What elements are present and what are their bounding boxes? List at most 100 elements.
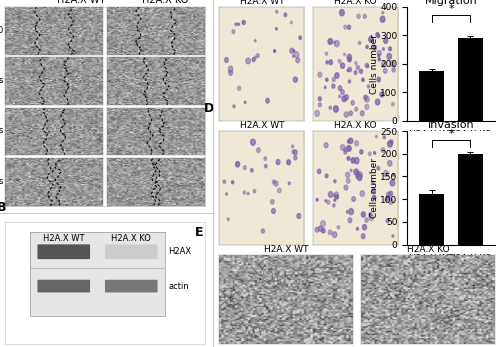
- Circle shape: [247, 192, 249, 195]
- Circle shape: [340, 63, 344, 68]
- Circle shape: [293, 50, 294, 52]
- Circle shape: [362, 234, 365, 239]
- Circle shape: [346, 146, 351, 151]
- Circle shape: [272, 209, 276, 213]
- FancyBboxPatch shape: [38, 280, 90, 293]
- Circle shape: [378, 58, 380, 61]
- Circle shape: [332, 84, 335, 88]
- Circle shape: [346, 211, 348, 213]
- Bar: [420, 194, 444, 245]
- Bar: [458, 154, 482, 245]
- Circle shape: [377, 166, 380, 170]
- Circle shape: [338, 95, 340, 98]
- Bar: [458, 38, 482, 120]
- Circle shape: [346, 178, 350, 183]
- Circle shape: [362, 225, 366, 230]
- Circle shape: [294, 77, 298, 82]
- Circle shape: [360, 111, 364, 116]
- Circle shape: [228, 66, 233, 72]
- Circle shape: [326, 52, 328, 55]
- Circle shape: [316, 198, 318, 201]
- Circle shape: [364, 95, 367, 100]
- Circle shape: [382, 11, 384, 14]
- Circle shape: [365, 218, 368, 222]
- Circle shape: [360, 69, 362, 73]
- Circle shape: [264, 164, 267, 168]
- Circle shape: [243, 191, 246, 194]
- Circle shape: [256, 53, 260, 58]
- Circle shape: [351, 158, 355, 163]
- Circle shape: [340, 90, 344, 94]
- Text: *: *: [448, 4, 454, 14]
- Circle shape: [274, 181, 278, 186]
- Circle shape: [350, 169, 352, 172]
- Circle shape: [382, 48, 384, 50]
- Circle shape: [290, 48, 294, 53]
- Text: 24 hrs: 24 hrs: [0, 126, 3, 135]
- Text: E: E: [195, 226, 203, 239]
- Circle shape: [346, 172, 350, 178]
- Circle shape: [388, 47, 392, 51]
- Circle shape: [351, 101, 354, 105]
- Circle shape: [327, 200, 330, 204]
- Circle shape: [348, 80, 350, 83]
- Circle shape: [338, 59, 341, 63]
- FancyBboxPatch shape: [38, 244, 90, 259]
- Circle shape: [365, 104, 369, 109]
- Circle shape: [328, 192, 333, 197]
- Circle shape: [354, 141, 358, 146]
- Circle shape: [369, 213, 372, 217]
- Circle shape: [278, 188, 281, 193]
- Circle shape: [348, 218, 352, 223]
- Circle shape: [299, 36, 302, 40]
- Circle shape: [332, 204, 335, 207]
- Circle shape: [315, 227, 319, 232]
- Circle shape: [384, 68, 387, 73]
- Circle shape: [356, 171, 359, 176]
- Circle shape: [332, 232, 337, 238]
- Text: B: B: [0, 201, 6, 214]
- Circle shape: [352, 197, 356, 202]
- Circle shape: [357, 14, 360, 19]
- Circle shape: [348, 140, 350, 143]
- Circle shape: [344, 185, 348, 190]
- Circle shape: [284, 13, 286, 17]
- Circle shape: [322, 228, 325, 233]
- Circle shape: [383, 136, 386, 139]
- Circle shape: [378, 50, 382, 56]
- Circle shape: [392, 102, 394, 106]
- Circle shape: [384, 170, 388, 177]
- Circle shape: [374, 46, 376, 49]
- Circle shape: [372, 188, 376, 193]
- Circle shape: [254, 40, 256, 42]
- Circle shape: [347, 54, 352, 60]
- Circle shape: [318, 226, 322, 231]
- Circle shape: [368, 85, 370, 88]
- Circle shape: [332, 77, 336, 82]
- Circle shape: [369, 36, 373, 42]
- Circle shape: [369, 214, 374, 221]
- Circle shape: [318, 72, 322, 77]
- Circle shape: [276, 10, 278, 13]
- Circle shape: [252, 58, 255, 62]
- Y-axis label: Cells number: Cells number: [370, 158, 378, 218]
- Text: D: D: [204, 102, 214, 115]
- Circle shape: [292, 150, 295, 154]
- Circle shape: [264, 157, 266, 160]
- Circle shape: [348, 146, 352, 151]
- Title: Invasion: Invasion: [428, 120, 474, 130]
- Circle shape: [354, 169, 358, 175]
- Circle shape: [344, 53, 345, 56]
- Circle shape: [334, 73, 339, 78]
- Circle shape: [340, 9, 344, 16]
- Circle shape: [235, 23, 237, 26]
- Circle shape: [318, 97, 322, 101]
- Circle shape: [292, 55, 294, 57]
- Title: H2A.X WT: H2A.X WT: [240, 0, 284, 6]
- Circle shape: [376, 33, 379, 37]
- Circle shape: [324, 143, 328, 148]
- Text: H2A.X KO: H2A.X KO: [142, 0, 188, 5]
- Circle shape: [356, 227, 358, 230]
- Text: 0: 0: [0, 26, 3, 35]
- Circle shape: [358, 41, 360, 44]
